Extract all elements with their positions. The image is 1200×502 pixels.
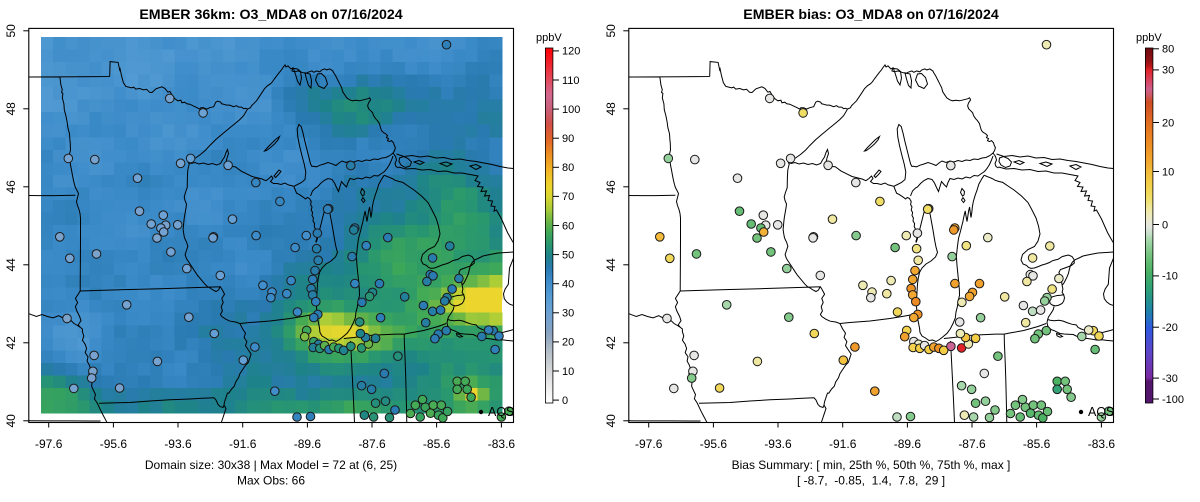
svg-text:-30: -30	[1162, 373, 1178, 385]
svg-text:80: 80	[562, 162, 574, 174]
svg-text:-97.6: -97.6	[35, 437, 63, 451]
svg-text:-95.6: -95.6	[700, 437, 728, 451]
svg-text:50: 50	[4, 24, 18, 38]
svg-text:-91.6: -91.6	[829, 437, 857, 451]
svg-text:ppbV: ppbV	[1136, 32, 1162, 44]
svg-text:-20: -20	[1162, 322, 1178, 334]
svg-text:120: 120	[562, 46, 580, 58]
svg-text:-97.6: -97.6	[635, 437, 663, 451]
svg-text:70: 70	[562, 191, 574, 203]
svg-text:-85.6: -85.6	[423, 437, 451, 451]
svg-text:-85.6: -85.6	[1023, 437, 1051, 451]
svg-text:0: 0	[1162, 219, 1168, 231]
svg-text:60: 60	[562, 220, 574, 232]
svg-text:42: 42	[4, 336, 18, 350]
svg-text:-87.6: -87.6	[958, 437, 986, 451]
svg-text:10: 10	[562, 366, 574, 378]
svg-text:100: 100	[562, 104, 580, 116]
svg-text:44: 44	[4, 258, 18, 272]
svg-text:Max Obs: 66: Max Obs: 66	[237, 474, 305, 488]
svg-text:-83.6: -83.6	[488, 437, 516, 451]
svg-text:EMBER 36km: O3_MDA8 on 07/16/2: EMBER 36km: O3_MDA8 on 07/16/2024	[139, 7, 402, 23]
svg-text:AQS: AQS	[1088, 405, 1114, 419]
svg-text:48: 48	[604, 102, 618, 116]
svg-text:42: 42	[604, 336, 618, 350]
svg-text:-89.6: -89.6	[294, 437, 322, 451]
svg-text:-91.6: -91.6	[229, 437, 257, 451]
svg-text:20: 20	[1162, 117, 1174, 129]
svg-text:50: 50	[562, 249, 574, 261]
svg-text:-93.6: -93.6	[764, 437, 792, 451]
svg-text:110: 110	[562, 75, 580, 87]
svg-text:20: 20	[562, 337, 574, 349]
svg-text:Domain size: 30x38 | Max Model: Domain size: 30x38 | Max Model = 72 at (…	[145, 458, 397, 472]
svg-text:-95.6: -95.6	[100, 437, 128, 451]
svg-text:50: 50	[604, 24, 618, 38]
svg-text:-83.6: -83.6	[1088, 437, 1116, 451]
svg-text:30: 30	[1162, 65, 1174, 77]
svg-text:0: 0	[562, 395, 568, 407]
svg-text:-93.6: -93.6	[164, 437, 192, 451]
svg-text:40: 40	[4, 414, 18, 428]
svg-text:-10: -10	[1162, 271, 1178, 283]
svg-text:AQS: AQS	[488, 405, 514, 419]
svg-text:-100: -100	[1162, 394, 1184, 406]
svg-text:Bias Summary: [ min, 25th %, 5: Bias Summary: [ min, 25th %, 50th %, 75t…	[732, 458, 1011, 472]
svg-text:[ -8.7, -0.85, 1.4, 7.8, 2: [ -8.7, -0.85, 1.4, 7.8, 29 ]	[797, 474, 945, 488]
svg-text:80: 80	[1162, 44, 1174, 56]
svg-text:46: 46	[4, 180, 18, 194]
svg-text:40: 40	[562, 279, 574, 291]
svg-text:-87.6: -87.6	[358, 437, 386, 451]
svg-text:90: 90	[562, 133, 574, 145]
svg-text:30: 30	[562, 308, 574, 320]
svg-text:46: 46	[604, 180, 618, 194]
svg-text:-89.6: -89.6	[894, 437, 922, 451]
svg-text:44: 44	[604, 258, 618, 272]
svg-text:ppbV: ppbV	[536, 32, 562, 44]
svg-text:40: 40	[604, 414, 618, 428]
svg-text:EMBER bias: O3_MDA8 on 07/16/2: EMBER bias: O3_MDA8 on 07/16/2024	[743, 7, 999, 23]
svg-text:10: 10	[1162, 166, 1174, 178]
svg-text:48: 48	[4, 102, 18, 116]
